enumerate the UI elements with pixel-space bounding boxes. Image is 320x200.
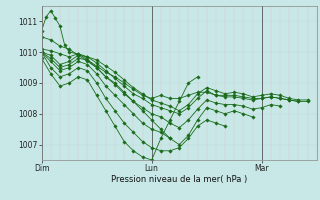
X-axis label: Pression niveau de la mer( hPa ): Pression niveau de la mer( hPa ) — [111, 175, 247, 184]
